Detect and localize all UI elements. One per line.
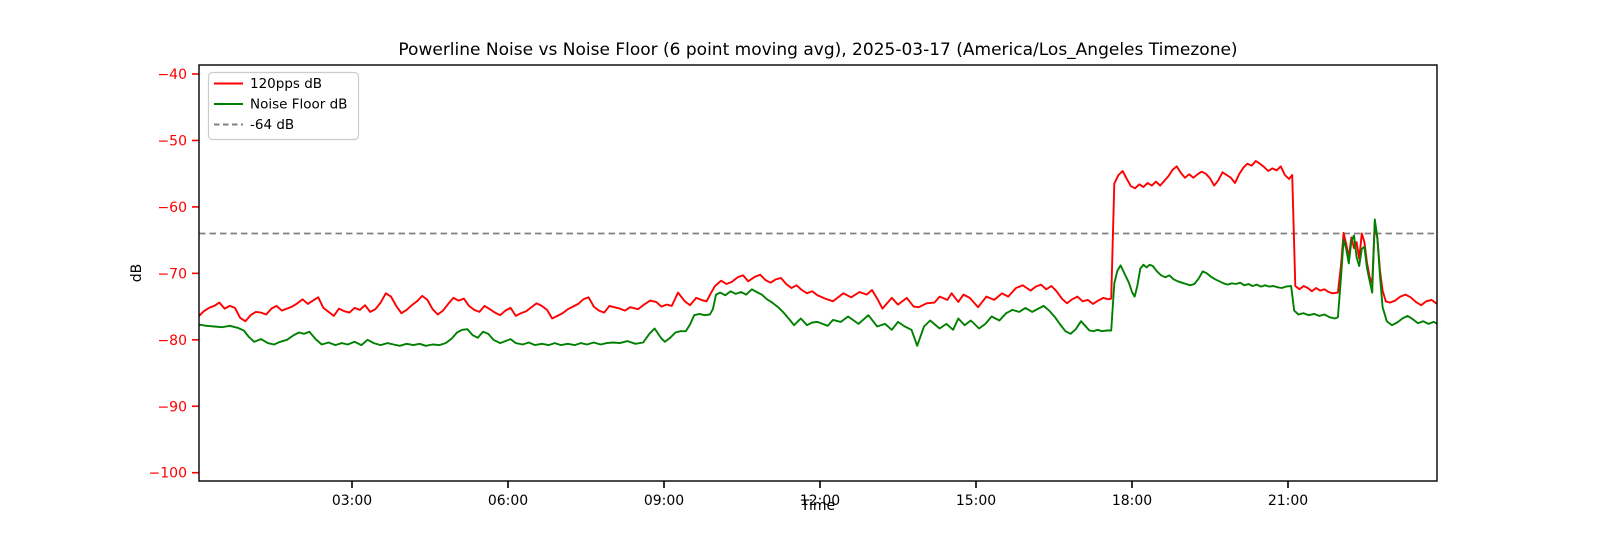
y-tick-label: −100 [149,466,187,482]
y-tick-label: −80 [157,333,187,349]
plot-lines [199,160,1437,347]
y-axis-label: dB [129,264,145,283]
y-tick-label: −90 [157,399,187,415]
x-tick-label: 03:00 [332,493,372,509]
x-tick-label: 09:00 [644,493,684,509]
x-tick-label: 21:00 [1268,493,1308,509]
plot-border [198,64,1438,482]
x-tick-label: 18:00 [1112,493,1152,509]
y-tick-label: −50 [157,133,187,149]
series-line-120pps [199,160,1437,323]
y-tick-label: −60 [157,200,187,216]
y-axis: −40 −50 −60 −70 −80 −90 −100 [149,67,199,482]
series-line-noise-floor [199,218,1437,347]
x-axis-label: Time [800,498,835,514]
legend-item-label: 120pps dB [250,76,322,92]
x-tick-label: 15:00 [956,493,996,509]
x-tick-label: 06:00 [488,493,528,509]
legend: 120pps dB Noise Floor dB -64 dB [207,71,360,141]
legend-item: 120pps dB [214,76,322,92]
legend-item-label: Noise Floor dB [250,97,347,113]
x-tick-label: 12:00 [800,493,840,509]
chart-title: Powerline Noise vs Noise Floor (6 point … [398,40,1237,60]
y-tick-label: −70 [157,266,187,282]
legend-item: -64 dB [214,117,294,133]
x-axis: 03:00 06:00 09:00 12:00 15:00 18:00 21:00 [332,481,1308,509]
legend-box [207,71,360,141]
y-tick-label: −40 [157,67,187,83]
legend-item-label: -64 dB [250,117,294,133]
legend-item: Noise Floor dB [214,97,347,113]
